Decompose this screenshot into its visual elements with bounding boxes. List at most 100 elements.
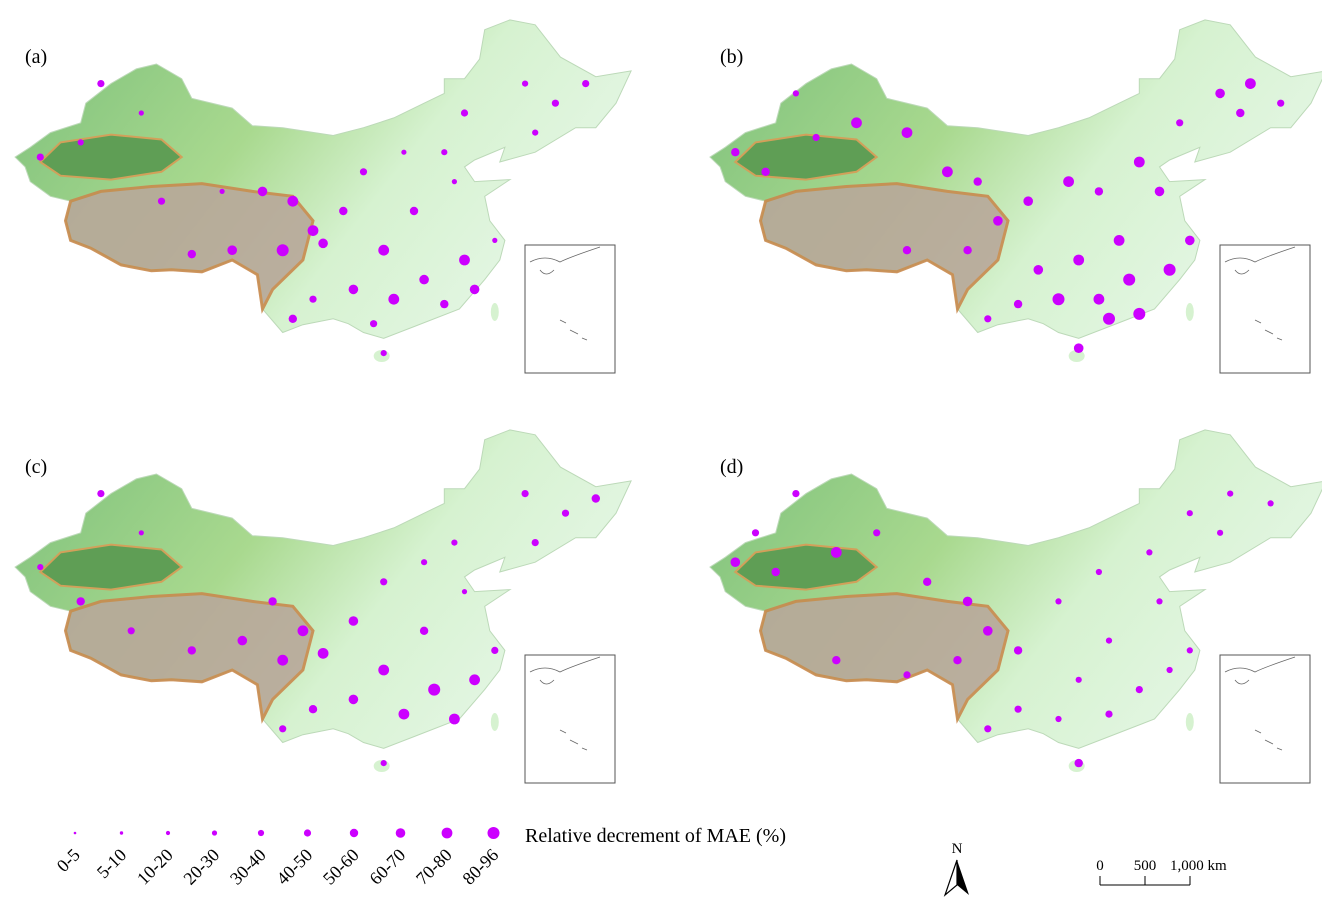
station	[1073, 343, 1084, 354]
panel-label: (c)	[25, 456, 47, 478]
inset-frame	[524, 244, 616, 374]
station	[851, 117, 862, 129]
station	[317, 647, 329, 659]
station	[993, 216, 1003, 226]
station	[187, 249, 196, 259]
legend-label: 20-30	[179, 845, 223, 889]
station	[591, 494, 600, 503]
station	[309, 295, 317, 303]
legend-symbol	[165, 830, 171, 836]
station	[1185, 235, 1195, 246]
station	[398, 708, 410, 720]
panel-label: (b)	[720, 46, 743, 68]
station	[288, 314, 297, 323]
station	[370, 320, 378, 328]
legend-label: 50-60	[319, 845, 363, 889]
station	[1074, 758, 1083, 768]
plateau	[758, 592, 1010, 724]
station	[348, 694, 359, 705]
station	[1186, 510, 1193, 517]
station	[449, 713, 460, 725]
station	[984, 315, 992, 323]
station	[127, 627, 135, 635]
station	[348, 616, 359, 626]
station	[531, 539, 539, 547]
station	[832, 656, 841, 665]
legend-symbol	[119, 831, 124, 835]
station	[36, 153, 44, 161]
legend-symbol	[257, 829, 265, 837]
inset-frame	[1219, 654, 1311, 784]
station	[942, 166, 953, 178]
station	[469, 674, 480, 686]
plateau	[758, 182, 1010, 314]
taiwan	[1185, 712, 1194, 731]
basin	[733, 543, 879, 591]
scale-label: 500	[1134, 858, 1157, 874]
inset-frame	[524, 654, 616, 784]
scale-label: 1,000 km	[1170, 858, 1227, 874]
station	[1105, 637, 1113, 644]
map-panel: (a)	[14, 19, 632, 374]
station	[582, 80, 590, 88]
station	[1176, 119, 1184, 127]
station	[378, 664, 390, 676]
legend-symbol	[441, 827, 453, 839]
station	[77, 139, 84, 146]
station	[1135, 686, 1143, 694]
station	[792, 490, 800, 498]
station	[187, 646, 196, 655]
station	[378, 244, 390, 256]
station	[984, 725, 992, 733]
map-panel: (d)	[709, 429, 1322, 784]
legend-symbol	[303, 829, 312, 837]
panel-label: (a)	[25, 46, 47, 68]
station	[138, 110, 144, 116]
station	[1052, 293, 1065, 306]
plateau	[63, 592, 315, 724]
station	[902, 246, 912, 255]
legend-label: 70-80	[412, 845, 456, 889]
station	[923, 577, 932, 586]
station	[380, 578, 388, 586]
station	[279, 725, 287, 733]
station	[1133, 307, 1146, 320]
legend-label: 0-5	[53, 845, 84, 876]
station	[308, 705, 318, 714]
station	[731, 148, 740, 157]
station	[1154, 186, 1165, 197]
station	[1033, 265, 1044, 275]
station	[973, 177, 982, 186]
station	[551, 99, 560, 107]
station	[97, 490, 105, 498]
station	[1133, 156, 1145, 168]
station	[287, 195, 299, 207]
station	[532, 129, 539, 136]
station	[276, 244, 289, 257]
station	[812, 133, 820, 142]
station	[953, 656, 962, 665]
station	[219, 188, 225, 194]
station	[901, 127, 913, 138]
inset-coast	[1224, 246, 1296, 341]
station	[1245, 78, 1256, 89]
station	[873, 529, 881, 537]
legend-label: 40-50	[272, 845, 316, 889]
station	[1075, 676, 1082, 683]
station	[1094, 187, 1104, 196]
station	[380, 350, 387, 357]
inset-frame	[1219, 244, 1311, 374]
station	[97, 80, 105, 88]
station	[1123, 273, 1136, 286]
station	[771, 567, 780, 577]
basin	[733, 133, 879, 181]
station	[459, 254, 470, 266]
station	[76, 597, 85, 606]
legend-label: 10-20	[133, 845, 177, 889]
station	[830, 547, 842, 558]
station	[963, 246, 972, 255]
station	[461, 589, 468, 595]
station	[730, 557, 741, 567]
taiwan	[1185, 302, 1194, 321]
station	[1166, 666, 1173, 674]
